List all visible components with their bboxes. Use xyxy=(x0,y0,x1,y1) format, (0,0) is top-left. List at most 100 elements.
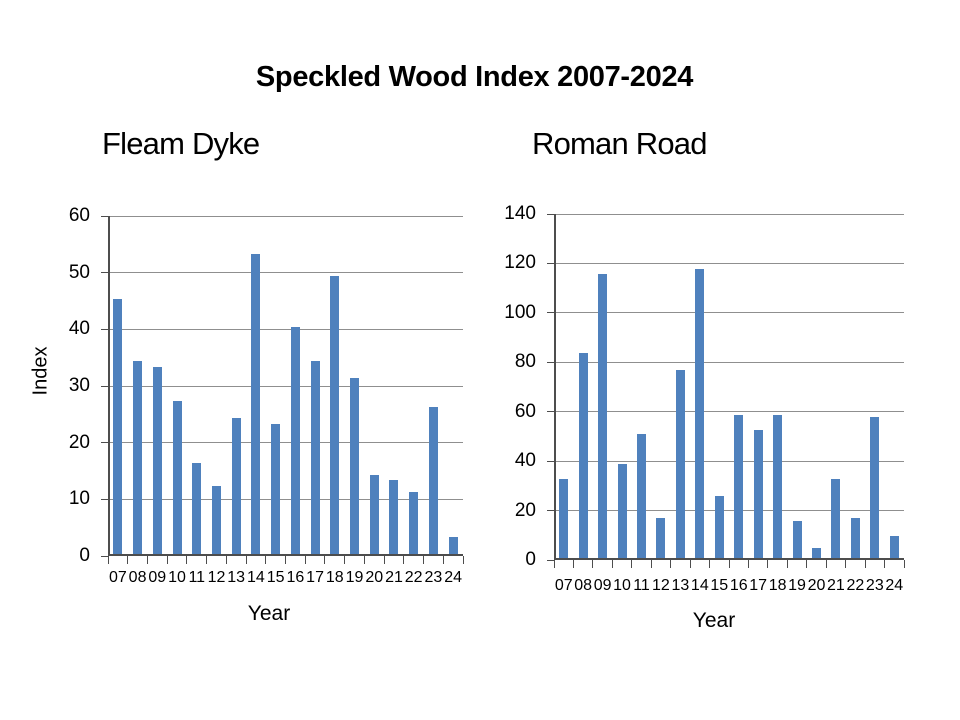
x-tick-17 xyxy=(442,556,444,564)
x-tick-3 xyxy=(611,560,613,568)
x-tick-5 xyxy=(650,560,652,568)
x-tick-label-09: 09 xyxy=(593,577,612,594)
x-tick-9 xyxy=(728,560,730,568)
x-tick-label-14: 14 xyxy=(247,569,265,586)
bar-13 xyxy=(675,370,685,558)
y-tick-label-20: 20 xyxy=(514,499,536,521)
x-tick-label-24: 24 xyxy=(444,569,463,586)
bar-22 xyxy=(850,518,860,558)
y-tick-label-120: 120 xyxy=(504,252,536,274)
x-tick-label-12: 12 xyxy=(207,569,226,586)
bar-21 xyxy=(831,478,841,558)
x-tick-label-20: 20 xyxy=(365,569,384,586)
x-tick-label-09: 09 xyxy=(148,569,167,586)
y-tick-label-0: 0 xyxy=(79,545,90,566)
x-tick-12 xyxy=(786,560,788,568)
y-tick-0 xyxy=(547,559,554,561)
bar-10 xyxy=(617,464,627,558)
bar-20 xyxy=(369,474,379,554)
x-tick-label-15: 15 xyxy=(266,569,285,586)
y-tick-0 xyxy=(101,555,108,557)
y-tick-label-20: 20 xyxy=(68,431,90,453)
x-tick-16 xyxy=(864,560,866,568)
bar-17 xyxy=(310,361,320,554)
x-tick-label-23: 23 xyxy=(865,577,884,594)
gridline-50 xyxy=(110,272,463,274)
gridline-120 xyxy=(556,262,904,264)
x-tick-0 xyxy=(553,560,555,568)
bar-22 xyxy=(409,491,419,554)
gridline-60 xyxy=(556,411,904,413)
bar-20 xyxy=(812,548,821,558)
x-tick-3 xyxy=(166,556,168,564)
bar-12 xyxy=(656,518,666,558)
x-tick-label-15: 15 xyxy=(710,577,729,594)
plot-area-fleam-dyke: 0 10 20 30 40 50 60 07 08 09 10 11 12 13 14 15 16 17 18 19 2… xyxy=(69,206,464,586)
bar-15 xyxy=(714,496,724,558)
x-tick-5 xyxy=(206,556,208,564)
y-tick-50 xyxy=(101,272,108,274)
gridline-40 xyxy=(556,460,904,462)
bar-18 xyxy=(330,276,340,554)
bar-23 xyxy=(870,417,880,558)
bar-16 xyxy=(290,327,300,554)
x-tick-1 xyxy=(127,556,129,564)
bar-09 xyxy=(152,367,162,554)
bar-12 xyxy=(211,486,221,554)
x-tick-label-17: 17 xyxy=(306,569,324,586)
x-tick-label-18: 18 xyxy=(325,569,344,586)
x-tick-9 xyxy=(285,556,286,564)
y-tick-120 xyxy=(547,262,554,264)
x-tick-label-17: 17 xyxy=(749,577,768,594)
bar-14 xyxy=(695,268,705,558)
x-axis-line xyxy=(108,554,463,556)
bar-15 xyxy=(271,423,281,554)
x-tick-7 xyxy=(245,556,247,564)
y-axis-line xyxy=(108,216,110,556)
bar-16 xyxy=(734,414,744,558)
x-tick-label-22: 22 xyxy=(404,569,423,586)
x-tick-17 xyxy=(884,560,886,568)
bar-19 xyxy=(792,520,802,558)
x-tick-label-13: 13 xyxy=(671,577,690,594)
y-tick-label-50: 50 xyxy=(68,261,90,283)
y-tick-label-40: 40 xyxy=(514,450,536,472)
gridline-20 xyxy=(110,442,463,444)
y-tick-20 xyxy=(101,442,108,444)
gridline-30 xyxy=(110,385,463,387)
x-tick-2 xyxy=(146,556,148,564)
plot-area-roman-road: 0 20 40 60 80 100 120 140 07 08 09 10 11 12 13 14 15 16 17… xyxy=(504,204,905,594)
y-tick-label-80: 80 xyxy=(514,351,536,373)
bar-23 xyxy=(428,406,438,554)
x-tick-label-18: 18 xyxy=(768,577,787,594)
gridline-140 xyxy=(556,213,904,215)
x-tick-8 xyxy=(709,560,711,568)
x-tick-6 xyxy=(225,556,227,564)
x-tick-10 xyxy=(747,560,749,568)
bar-19 xyxy=(350,378,360,554)
gridline-100 xyxy=(556,312,904,314)
gridline-40 xyxy=(110,328,463,330)
bar-11 xyxy=(637,434,646,558)
gridline-80 xyxy=(556,361,904,363)
x-tick-0 xyxy=(107,556,109,564)
x-tick-label-11: 11 xyxy=(633,577,650,594)
y-tick-10 xyxy=(101,498,108,500)
x-tick-label-10: 10 xyxy=(168,569,186,586)
x-tick-4 xyxy=(631,560,633,568)
x-axis-title-year-fleam-dyke: Year xyxy=(247,602,291,625)
y-tick-60 xyxy=(101,215,108,217)
bar-17 xyxy=(753,429,763,558)
x-tick-18 xyxy=(462,556,464,564)
x-tick-2 xyxy=(592,560,594,568)
y-tick-label-100: 100 xyxy=(504,301,536,323)
x-tick-label-21: 21 xyxy=(385,569,403,586)
x-tick-11 xyxy=(767,560,769,568)
x-tick-label-20: 20 xyxy=(807,577,826,594)
bar-18 xyxy=(773,414,783,558)
bar-21 xyxy=(389,480,399,554)
x-tick-label-23: 23 xyxy=(424,569,443,586)
x-tick-label-19: 19 xyxy=(788,577,806,594)
x-tick-label-14: 14 xyxy=(690,577,709,594)
